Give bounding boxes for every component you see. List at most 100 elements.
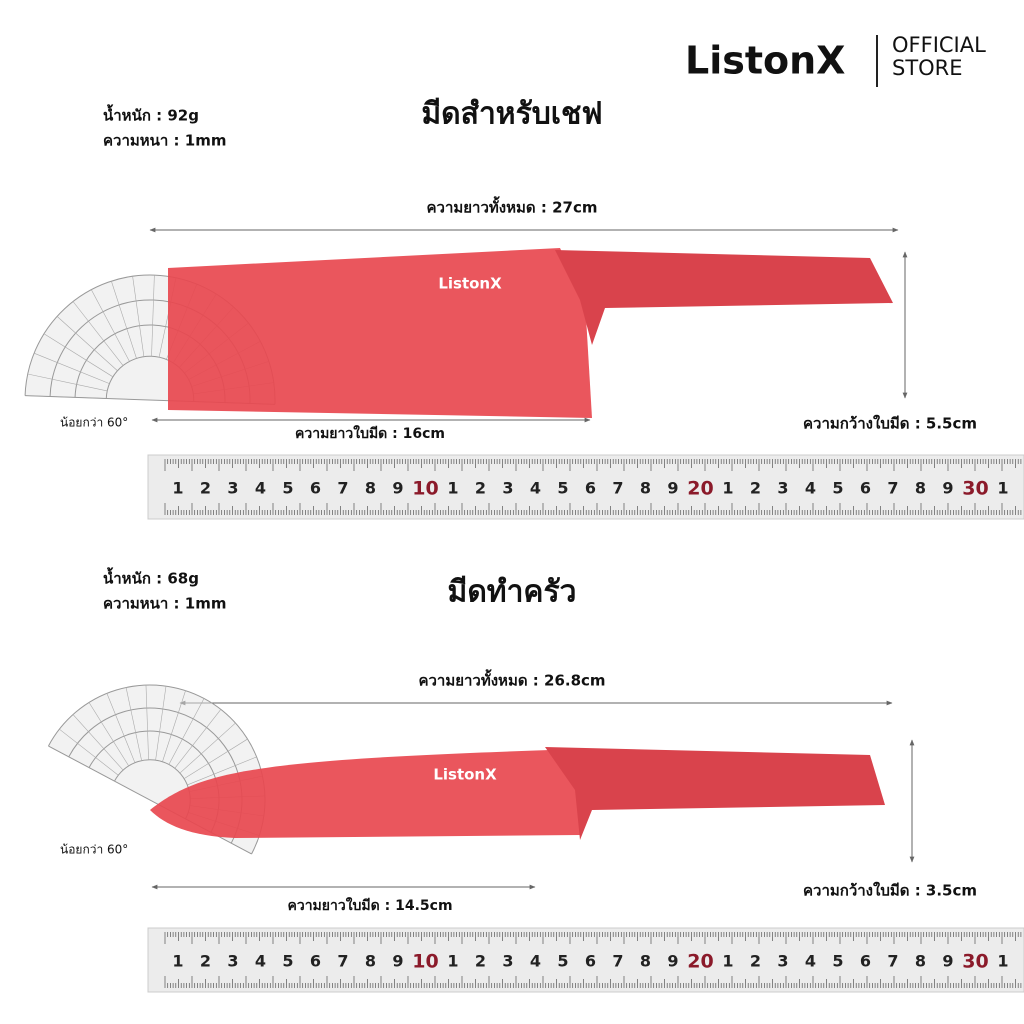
protractor-tick [168, 698, 205, 765]
protractor-tick [174, 709, 222, 769]
ruler-number: 2 [200, 479, 211, 498]
ruler-number: 6 [310, 479, 321, 498]
blade-width: ความกว้างใบมีด : 3.5cm [803, 882, 977, 900]
ruler-number: 6 [860, 479, 871, 498]
ruler-number: 5 [832, 479, 843, 498]
ruler-number: 8 [640, 952, 651, 971]
ruler-number: 5 [282, 479, 293, 498]
total-length: ความยาวทั้งหมด : 26.8cm [418, 669, 605, 690]
blade-logo: ListonX [433, 766, 497, 784]
knife-blade [150, 750, 580, 838]
ruler-number: 9 [667, 952, 678, 971]
ruler-number: 2 [475, 952, 486, 971]
ruler-number: 5 [557, 479, 568, 498]
ruler-number: 1 [722, 479, 733, 498]
ruler-number: 1 [447, 952, 458, 971]
ruler-number: 3 [227, 479, 238, 498]
angle-label: น้อยกว่า 60° [60, 843, 128, 857]
angle-label: น้อยกว่า 60° [60, 416, 128, 430]
ruler-number: 3 [502, 479, 513, 498]
ruler-number: 9 [392, 479, 403, 498]
store-line: STORE [892, 56, 963, 80]
brand-logo: ListonX [685, 39, 845, 83]
ruler-number: 7 [887, 952, 898, 971]
protractor-tick [151, 275, 155, 357]
protractor-tick [56, 316, 118, 371]
protractor-tick [33, 352, 110, 384]
ruler-number: 2 [750, 952, 761, 971]
ruler-number: 9 [942, 952, 953, 971]
ruler-number: 2 [200, 952, 211, 971]
ruler-number: 5 [832, 952, 843, 971]
protractor-tick [27, 373, 108, 392]
ruler-number: 8 [640, 479, 651, 498]
ruler-number: 7 [612, 479, 623, 498]
title: มีดสำหรับเชฟ [421, 97, 602, 132]
ruler-number: 8 [365, 479, 376, 498]
ruler-number: 1 [172, 479, 183, 498]
ruler [147, 927, 1024, 993]
ruler-number: 7 [612, 952, 623, 971]
protractor-tick [91, 289, 130, 362]
ruler-number: 4 [530, 479, 541, 498]
protractor-tick [72, 714, 124, 771]
ruler-number: 4 [805, 479, 816, 498]
ruler-number: 6 [585, 479, 596, 498]
ruler-number: 7 [337, 479, 348, 498]
ruler-number: 6 [860, 952, 871, 971]
knife-handle [545, 747, 885, 840]
ruler-number: 5 [282, 952, 293, 971]
title: มีดทำครัว [448, 575, 577, 610]
ruler-number: 6 [310, 952, 321, 971]
ruler-number: 1 [997, 952, 1008, 971]
ruler-number: 8 [365, 952, 376, 971]
ruler-number: 4 [255, 479, 266, 498]
weight: น้ำหนัก : 92g [103, 104, 199, 125]
ruler-number: 1 [172, 952, 183, 971]
protractor-tick [162, 690, 186, 762]
ruler-number: 4 [530, 952, 541, 971]
ruler-number: 1 [722, 952, 733, 971]
protractor-tick [145, 685, 149, 760]
ruler-number: 20 [687, 478, 713, 500]
ruler-number: 3 [777, 479, 788, 498]
protractor-tick [183, 738, 248, 779]
protractor-tick [88, 702, 129, 767]
ruler-number: 9 [667, 479, 678, 498]
weight: น้ำหนัก : 68g [103, 567, 199, 588]
ruler-number: 10 [412, 478, 438, 500]
ruler-number: 5 [557, 952, 568, 971]
protractor-tick [155, 686, 167, 761]
ruler-number: 9 [392, 952, 403, 971]
ruler-number: 7 [337, 952, 348, 971]
ruler-number: 30 [962, 478, 988, 500]
ruler-number: 3 [502, 952, 513, 971]
blade-length: ความยาวใบมีด : 14.5cm [287, 896, 452, 914]
thickness: ความหนา : 1mm [103, 132, 226, 150]
protractor-tick [106, 693, 136, 763]
ruler-number: 6 [585, 952, 596, 971]
total-length: ความยาวทั้งหมด : 27cm [427, 196, 598, 217]
blade-logo: ListonX [438, 275, 502, 293]
protractor-tick [59, 728, 119, 776]
protractor-tick [72, 301, 124, 366]
blade-length: ความยาวใบมีด : 16cm [295, 424, 445, 442]
ruler-number: 2 [475, 479, 486, 498]
ruler-number: 3 [227, 952, 238, 971]
ruler-number: 20 [687, 951, 713, 973]
protractor-tick [111, 281, 137, 359]
knife-blade [168, 248, 592, 418]
ruler [147, 454, 1024, 520]
ruler-number: 8 [915, 952, 926, 971]
ruler-number: 3 [777, 952, 788, 971]
protractor-tick [187, 756, 257, 786]
protractor-tick [43, 333, 114, 378]
ruler-number: 4 [255, 952, 266, 971]
ruler-number: 7 [887, 479, 898, 498]
protractor-tick [132, 276, 145, 357]
ruler-number: 10 [412, 951, 438, 973]
ruler-number: 8 [915, 479, 926, 498]
ruler-number: 1 [447, 479, 458, 498]
blade-width: ความกว้างใบมีด : 5.5cm [803, 415, 977, 433]
